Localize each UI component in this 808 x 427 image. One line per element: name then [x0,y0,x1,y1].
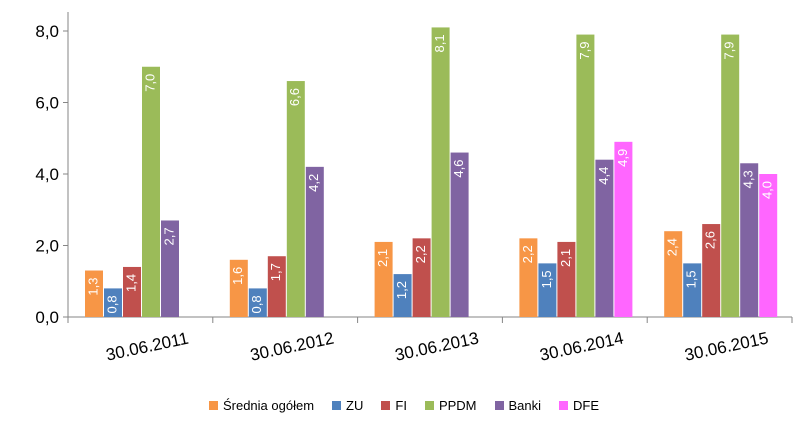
legend-label: PPDM [438,398,477,413]
x-tick-label: 30.06.2014 [538,328,625,364]
bar [374,241,393,317]
data-label: 4,2 [306,174,321,192]
legend-label: ZU [346,398,364,413]
data-label: 1,3 [85,277,100,295]
y-tick-label: 4,0 [35,165,59,184]
data-label: 2,2 [520,245,535,263]
bar [759,174,778,317]
data-label: 4,3 [741,170,756,188]
legend-label: Średnia ogółem [222,398,315,413]
bar [683,263,702,317]
bar [702,224,721,317]
data-label: 4,0 [760,181,775,199]
data-label: 6,6 [287,88,302,106]
data-label: 1,5 [539,270,554,288]
y-tick-label: 0,0 [35,308,59,327]
legend-label: DFE [573,398,600,413]
data-label: 2,1 [375,249,390,267]
bar [161,220,179,317]
bar [229,259,248,317]
legend-item: FI [381,398,407,413]
bar [538,263,557,317]
bar [286,81,305,317]
data-label: 1,6 [230,267,245,285]
data-label: 0,8 [249,295,264,313]
data-label: 0,8 [104,295,119,313]
x-tick-label: 30.06.2011 [104,329,190,365]
legend-swatch [208,401,218,410]
legend-swatch [381,401,391,410]
data-label: 7,9 [577,42,592,60]
data-label: 1,4 [123,274,138,292]
data-label: 4,6 [451,160,466,178]
data-label: 8,1 [432,34,447,52]
legend-item: ZU [332,398,363,413]
data-label: 1,2 [394,281,409,299]
bar [248,288,267,317]
data-label: 7,0 [142,74,157,92]
bar [595,159,614,317]
bar [267,256,286,317]
data-label: 2,6 [703,231,718,249]
bar [431,27,450,318]
bar [614,141,633,317]
bar [721,34,740,317]
data-label: 4,9 [615,149,630,167]
legend-item: DFE [559,398,599,413]
y-tick-label: 6,0 [35,94,59,113]
data-label: 2,1 [558,249,573,267]
bar [123,266,141,317]
x-tick-label: 30.06.2013 [393,328,480,364]
legend-label: Banki [508,398,542,413]
bar [85,270,103,317]
data-label: 2,2 [413,245,428,263]
bar [557,241,576,317]
x-tick-label: 30.06.2012 [248,328,335,364]
data-label: 7,9 [722,42,737,60]
bar [450,152,469,317]
data-label: 2,4 [665,238,680,256]
data-label: 4,4 [596,167,611,185]
bar [412,238,431,317]
bar [305,166,324,317]
legend-item: Banki [494,398,542,413]
data-label: 1,5 [684,270,699,288]
bar [519,238,538,317]
x-tick-label: 30.06.2015 [683,328,770,364]
legend-swatch [559,401,569,410]
bar-chart: 0,0 2,0 4,0 6,0 8,0 1,3 0,8 1,4 7,0 2,7 1,6 0,8 1,7 6… [35,12,793,365]
legend-label: FI [395,398,407,413]
legend-item: PPDM [424,398,477,413]
y-tick-label: 2,0 [35,237,59,256]
legend-swatch [494,401,504,410]
bar [664,231,683,317]
data-label: 2,7 [161,227,176,245]
y-tick-label: 8,0 [35,22,59,41]
bar [104,288,122,317]
bar [393,274,412,317]
legend-swatch [332,401,342,410]
chart-legend: Średnia ogółem ZU FI PPDM Banki DFE [0,398,808,413]
bar [576,34,595,317]
bar [740,163,759,317]
data-label: 1,7 [268,263,283,281]
bar [142,66,160,317]
legend-swatch [424,401,434,410]
legend-item: Średnia ogółem [208,398,315,413]
